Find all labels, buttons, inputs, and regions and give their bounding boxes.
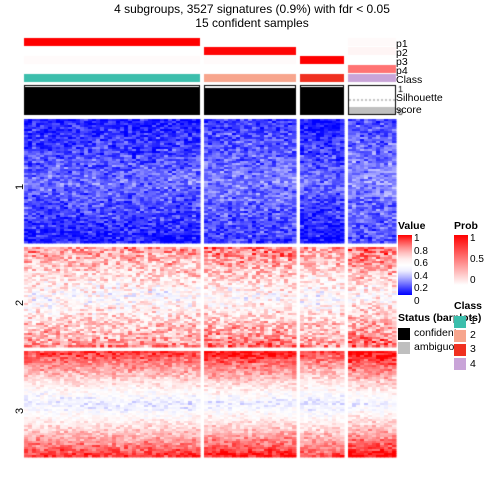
legend-value: Value 1 0.8 0.6 0.4 0.2 0 [398, 220, 425, 295]
value-color-ramp [398, 235, 412, 295]
swatch-class-3 [454, 344, 466, 356]
heatmap-canvas [0, 0, 504, 504]
ann-label-class: Class [396, 74, 422, 86]
rowgroup-label-3: 3 [14, 408, 26, 414]
prob-ramp-ticks: 1 0.5 0 [470, 233, 484, 287]
swatch-class-4 [454, 358, 466, 370]
legend-prob-title: Prob [454, 220, 478, 233]
silhouette-label: Silhouette score [396, 92, 443, 116]
rowgroup-label-2: 2 [14, 300, 26, 306]
swatch-class-2 [454, 330, 466, 342]
legend-class-title: Class [454, 300, 482, 313]
swatch-class-1 [454, 316, 466, 328]
legend-prob: Prob 1 0.5 0 [454, 220, 478, 285]
legend-class: Class 1 2 3 4 [454, 300, 482, 372]
prob-color-ramp [454, 235, 468, 285]
swatch-confident [398, 328, 410, 340]
value-ramp-ticks: 1 0.8 0.6 0.4 0.2 0 [414, 233, 428, 297]
swatch-ambiguous [398, 342, 410, 354]
rowgroup-label-1: 1 [14, 184, 26, 190]
legend-value-title: Value [398, 220, 425, 233]
